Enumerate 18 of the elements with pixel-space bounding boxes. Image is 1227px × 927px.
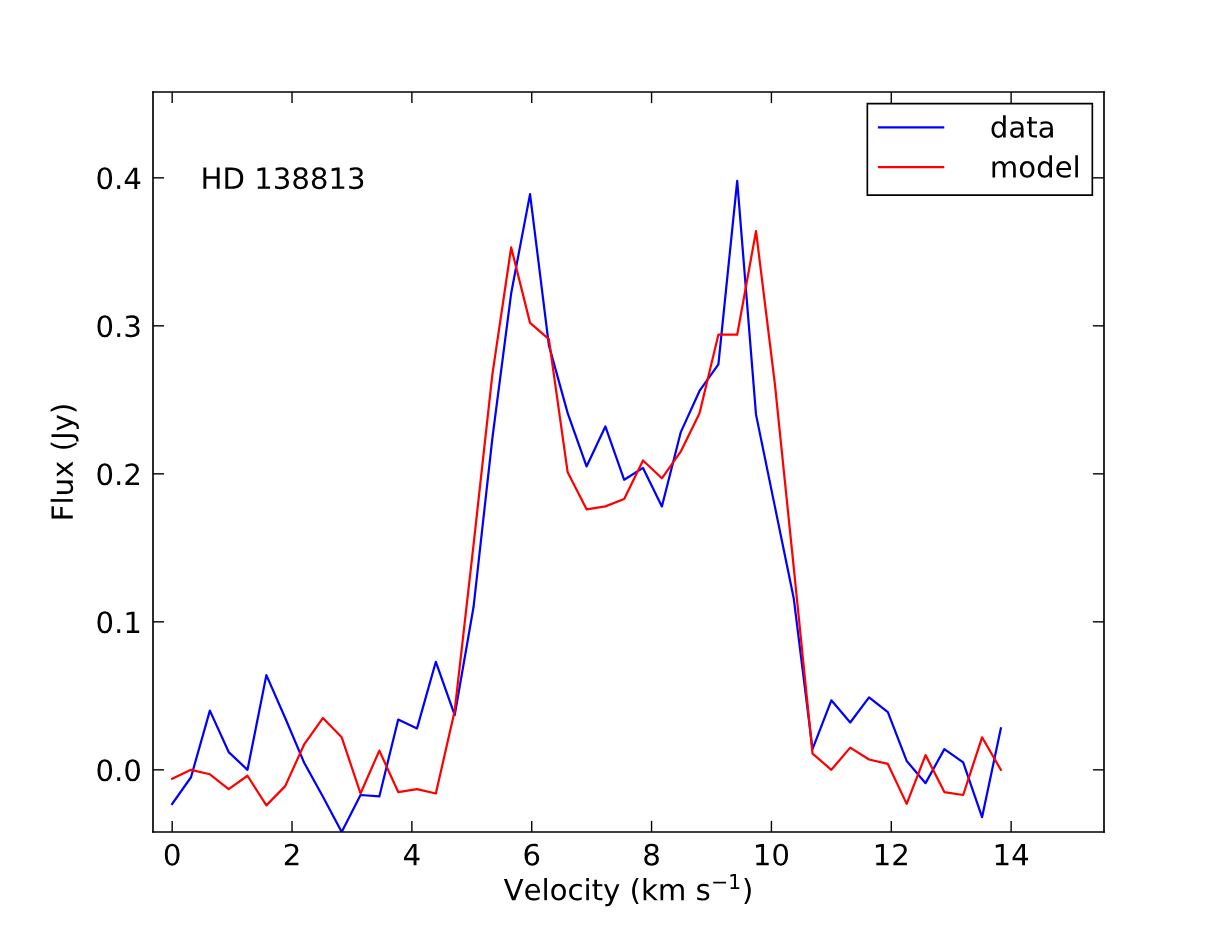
y-tick-label: 0.1 (97, 611, 140, 634)
x-tick-label: 12 (875, 843, 907, 866)
x-tick-label: 10 (756, 843, 789, 866)
x-tick-label: 2 (284, 843, 299, 866)
y-tick-label: 0.2 (97, 463, 139, 486)
x-axis-title: Velocity (km s$^{−1}$) (503, 874, 751, 907)
x-tick-label: 14 (995, 844, 1029, 866)
y-axis-title: Flux (Jy) (50, 405, 79, 519)
y-tick-label: 0.3 (97, 315, 140, 338)
x-tick-label: 6 (524, 843, 540, 866)
x-tick-label: 4 (404, 844, 420, 866)
annotation: HD 138813 (203, 167, 364, 190)
x-tick-label: 8 (644, 843, 659, 866)
y-tick-label: 0.4 (97, 167, 141, 190)
y-tick-label: 0.0 (97, 759, 140, 782)
legend-label: data (991, 115, 1053, 138)
legend-label: model (992, 155, 1078, 178)
x-tick-label: 0 (164, 843, 180, 866)
